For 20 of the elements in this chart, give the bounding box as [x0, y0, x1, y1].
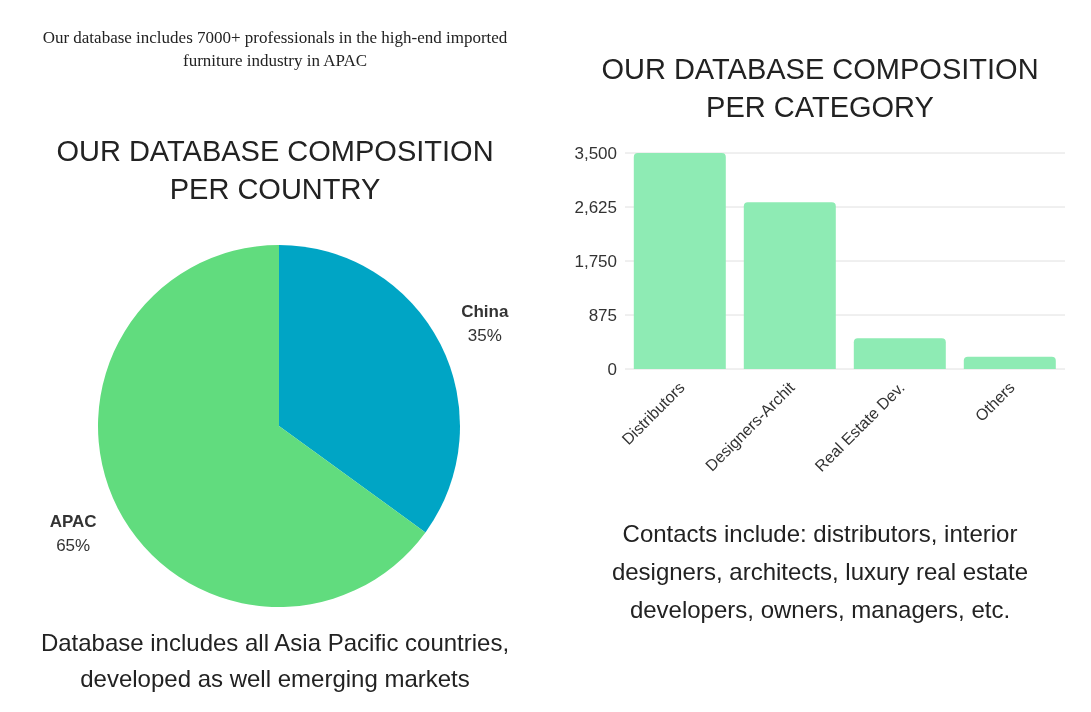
chart-title: OUR DATABASE COMPOSITION PER COUNTRY [55, 134, 495, 207]
bar [853, 338, 946, 369]
text: Contacts include: distributors, interior designers, architects, luxury real estate developers, owners, managers, etc. [610, 519, 1030, 625]
y-tick-label: 1,750 [574, 252, 617, 272]
y-tick-label: 875 [588, 306, 617, 326]
slice-label: China [461, 302, 509, 322]
bar [963, 356, 1056, 369]
y-tick-label: 3,500 [574, 144, 617, 164]
y-tick-label: 0 [607, 360, 617, 380]
bar [633, 153, 726, 369]
bar [743, 202, 836, 369]
pie-slice [279, 245, 460, 533]
chart-title: OUR DATABASE COMPOSITION PER CATEGORY [600, 52, 1040, 125]
slice-label: APAC [49, 511, 97, 531]
data-label: 35% [467, 326, 502, 346]
chart-subtitle: Our database includes 7000+ professionals in the high-end imported furniture industry in APAC [41, 27, 509, 72]
pie-slice [98, 245, 426, 607]
text: Database includes all Asia Pacific countries, developed as well emerging markets [39, 628, 511, 694]
data-label: 65% [56, 535, 91, 555]
y-tick-label: 2,625 [574, 198, 617, 218]
